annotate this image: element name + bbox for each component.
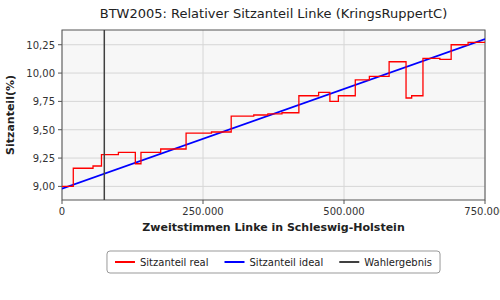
tick-mark xyxy=(58,129,62,130)
legend-label: Wahlergebnis xyxy=(364,257,432,268)
data-group xyxy=(62,30,485,200)
tick-label: 10,00 xyxy=(26,68,55,79)
legend-label: Sitzanteil real xyxy=(140,257,209,268)
grid-line xyxy=(62,44,485,45)
tick-mark xyxy=(62,200,63,204)
tick-label: 9,25 xyxy=(33,153,55,164)
tick-mark xyxy=(58,158,62,159)
x-axis-label: Zweitstimmen Linke in Schleswig-Holstein xyxy=(142,221,404,234)
y-axis-label: Sitzanteil(%) xyxy=(4,75,17,155)
legend: Sitzanteil real Sitzanteil ideal Wahlergeb… xyxy=(107,251,440,273)
grid-line xyxy=(203,30,204,200)
tick-mark xyxy=(344,200,345,204)
tick-mark xyxy=(58,101,62,102)
grid-line xyxy=(62,73,485,74)
tick-label: 0 xyxy=(59,206,65,217)
tick-mark xyxy=(203,200,204,204)
grid-line xyxy=(62,186,485,187)
grid-line xyxy=(62,129,485,130)
tick-label: 9,75 xyxy=(33,96,55,107)
tick-label: 750.000 xyxy=(464,206,500,217)
tick-label: 9,50 xyxy=(33,125,55,136)
series-line xyxy=(62,42,485,186)
plot-area xyxy=(62,30,485,200)
grid-line xyxy=(62,158,485,159)
tick-label: 9,00 xyxy=(33,181,55,192)
legend-item: Wahlergebnis xyxy=(339,257,432,268)
legend-box xyxy=(107,251,440,273)
legend-label: Sitzanteil ideal xyxy=(250,257,324,268)
tick-mark xyxy=(58,44,62,45)
tick-mark xyxy=(58,186,62,187)
grid xyxy=(62,30,485,200)
vertical-line xyxy=(104,30,106,200)
legend-item: Sitzanteil ideal xyxy=(225,257,324,268)
tick-label: 500.000 xyxy=(323,206,364,217)
tick-label: 250.000 xyxy=(182,206,223,217)
title: BTW2005: Relativer Sitzanteil Linke (Kri… xyxy=(100,6,448,21)
legend-swatch xyxy=(115,261,135,263)
plot-frame xyxy=(62,30,485,200)
chart: BTW2005: Relativer Sitzanteil Linke (Kri… xyxy=(0,0,500,300)
legend-item: Sitzanteil real xyxy=(115,257,209,268)
grid-line xyxy=(344,30,345,200)
legend-swatch xyxy=(225,261,245,263)
series-line xyxy=(62,39,485,189)
grid-line xyxy=(62,101,485,102)
legend-swatch xyxy=(339,261,359,263)
tick-mark xyxy=(58,73,62,74)
tick-mark xyxy=(485,200,486,204)
tick-label: 10,25 xyxy=(26,40,55,51)
